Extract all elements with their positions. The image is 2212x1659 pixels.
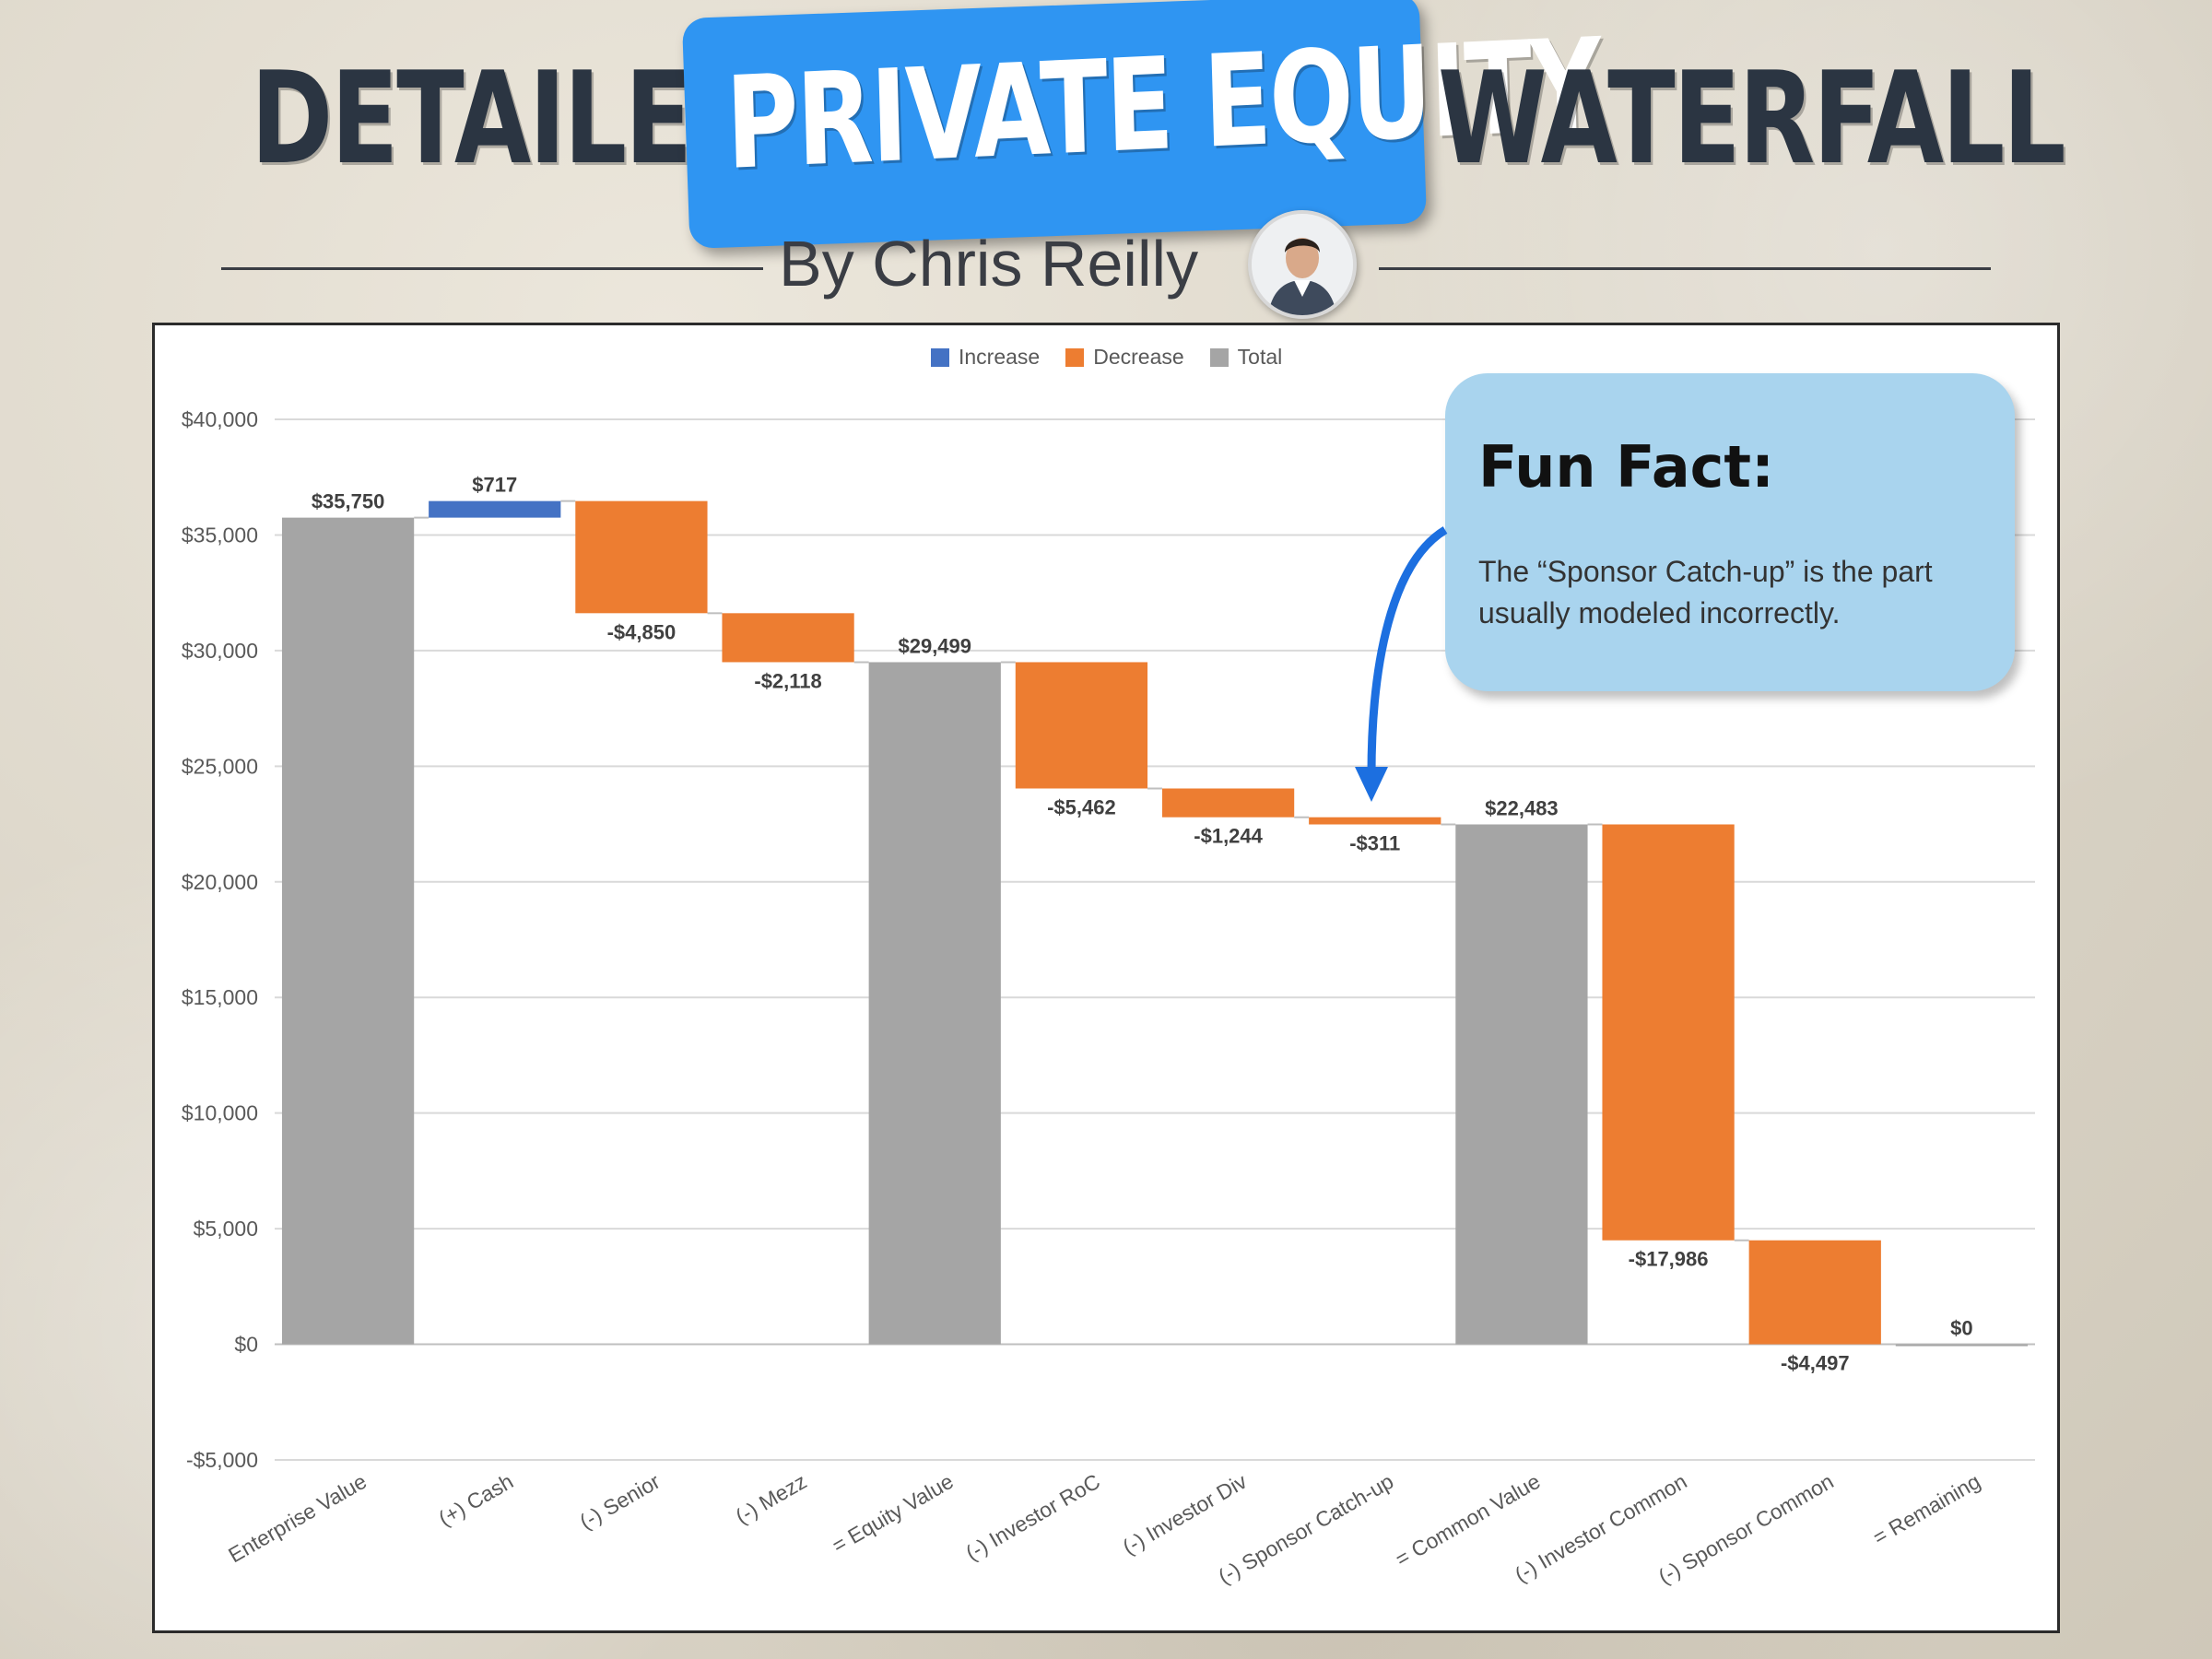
x-tick-label: = Equity Value bbox=[828, 1469, 958, 1558]
x-tick-label: = Common Value bbox=[1391, 1469, 1544, 1571]
x-tick-label: (-) Investor Div bbox=[1118, 1469, 1251, 1559]
data-label: -$2,118 bbox=[754, 669, 821, 692]
y-tick-label: $30,000 bbox=[182, 639, 258, 663]
waterfall-bar bbox=[1895, 1344, 2029, 1347]
data-label: -$17,986 bbox=[1629, 1248, 1709, 1271]
legend-label-decrease: Decrease bbox=[1093, 345, 1184, 369]
byline-rule-right bbox=[1379, 267, 1991, 270]
data-label: $35,750 bbox=[312, 490, 385, 513]
data-label: $0 bbox=[1950, 1317, 1972, 1340]
y-tick-label: $20,000 bbox=[182, 870, 258, 894]
x-tick-label: (+) Cash bbox=[434, 1469, 517, 1531]
y-tick-label: $10,000 bbox=[182, 1101, 258, 1125]
author-avatar bbox=[1248, 210, 1357, 319]
byline-rule-left bbox=[221, 267, 763, 270]
x-tick-label: = Remaining bbox=[1869, 1469, 1984, 1549]
data-label: -$4,850 bbox=[607, 620, 677, 643]
data-label: -$311 bbox=[1349, 832, 1400, 855]
data-label: $22,483 bbox=[1485, 796, 1559, 819]
x-tick-label: Enterprise Value bbox=[224, 1469, 371, 1568]
y-tick-label: $15,000 bbox=[182, 985, 258, 1009]
waterfall-bar bbox=[1309, 817, 1441, 825]
byline: By Chris Reilly bbox=[779, 228, 1199, 300]
fun-fact-callout bbox=[1445, 373, 2015, 691]
data-label: -$4,497 bbox=[1781, 1352, 1850, 1375]
chart-legend: Increase Decrease Total bbox=[931, 345, 1282, 370]
waterfall-bar bbox=[429, 500, 561, 518]
legend-item-increase: Increase bbox=[931, 345, 1040, 370]
waterfall-bar bbox=[1015, 662, 1148, 789]
waterfall-bar bbox=[1748, 1240, 1881, 1345]
data-label: -$1,244 bbox=[1194, 825, 1263, 848]
y-tick-label: $0 bbox=[234, 1333, 258, 1357]
legend-swatch-total bbox=[1209, 347, 1229, 367]
callout-text: The “Sponsor Catch-up” is the part usual… bbox=[1478, 555, 1933, 629]
waterfall-bar bbox=[575, 500, 708, 614]
data-label: -$5,462 bbox=[1047, 795, 1116, 818]
waterfall-bar bbox=[1455, 824, 1588, 1345]
legend-label-increase: Increase bbox=[959, 345, 1041, 369]
data-label: $29,499 bbox=[898, 634, 971, 657]
legend-swatch-increase bbox=[931, 347, 949, 367]
y-tick-label: -$5,000 bbox=[186, 1448, 258, 1472]
legend-item-total: Total bbox=[1209, 345, 1283, 370]
x-tick-label: (-) Senior bbox=[575, 1469, 664, 1535]
callout-title: Fun Fact: bbox=[1478, 433, 1774, 500]
legend-swatch-decrease bbox=[1065, 347, 1085, 367]
y-tick-label: $35,000 bbox=[182, 523, 258, 547]
waterfall-bar bbox=[1602, 824, 1735, 1241]
y-tick-label: $25,000 bbox=[182, 754, 258, 778]
data-label: $717 bbox=[472, 474, 517, 497]
legend-item-decrease: Decrease bbox=[1065, 345, 1184, 370]
y-tick-label: $40,000 bbox=[182, 407, 258, 431]
y-tick-label: $5,000 bbox=[194, 1217, 258, 1241]
title-right-word: WATERFALL bbox=[1438, 44, 2066, 193]
x-tick-label: (-) Investor RoC bbox=[961, 1469, 1104, 1565]
legend-label-total: Total bbox=[1237, 345, 1283, 369]
waterfall-bar bbox=[1161, 788, 1295, 818]
person-icon bbox=[1252, 214, 1353, 315]
waterfall-bar bbox=[868, 662, 1001, 1345]
waterfall-bar bbox=[281, 517, 415, 1345]
x-tick-label: (-) Mezz bbox=[732, 1469, 811, 1529]
waterfall-bar bbox=[722, 613, 854, 663]
